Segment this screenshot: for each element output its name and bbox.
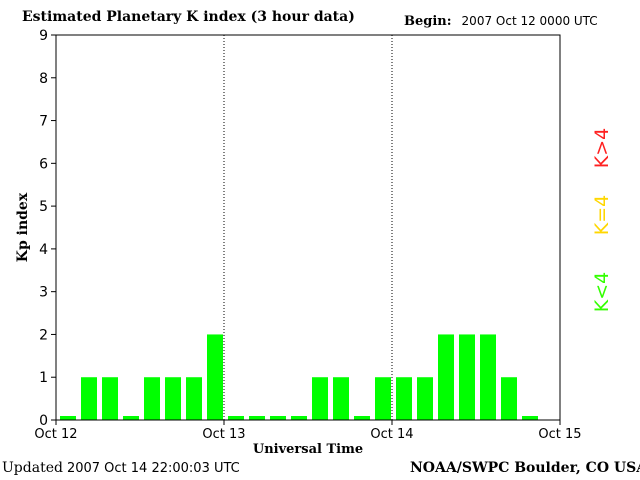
kp-bar — [312, 377, 328, 420]
x-axis-label: Universal Time — [253, 442, 363, 457]
y-tick-label: 8 — [39, 71, 48, 87]
chart-title: Estimated Planetary K index (3 hour data… — [22, 9, 355, 25]
y-tick-label: 5 — [39, 199, 48, 215]
x-tick-label: Oct 13 — [202, 427, 245, 442]
kp-bar — [123, 416, 139, 420]
y-tick-label: 7 — [39, 114, 48, 130]
begin-value: 2007 Oct 12 0000 UTC — [461, 14, 598, 28]
kp-bar — [375, 377, 391, 420]
kp-bar — [354, 416, 370, 420]
kp-bar — [60, 416, 76, 420]
kp-bar — [333, 377, 349, 420]
y-tick-label: 0 — [39, 413, 48, 429]
legend-item: K<4 — [591, 272, 613, 312]
kp-bar — [396, 377, 412, 420]
begin-label: Begin: — [404, 14, 452, 29]
y-tick-label: 9 — [39, 28, 48, 44]
updated-value: 2007 Oct 14 22:00:03 UTC — [66, 461, 240, 476]
kp-bar — [144, 377, 160, 420]
y-tick-label: 3 — [39, 285, 48, 301]
x-tick-label: Oct 14 — [370, 427, 413, 442]
legend-item: K>4 — [591, 128, 613, 168]
kp-bar — [207, 334, 223, 420]
updated-timestamp: Updated 2007 Oct 14 22:00:03 UTC — [2, 460, 240, 476]
kp-bar — [165, 377, 181, 420]
kp-bar — [291, 416, 307, 420]
kp-bar — [228, 416, 244, 420]
x-axis: Oct 12 Oct 13 Oct 14 Oct 15 — [34, 35, 582, 442]
data-source: NOAA/SWPC Boulder, CO USA — [410, 460, 640, 476]
kp-bar — [417, 377, 433, 420]
kp-bar — [459, 334, 475, 420]
kp-bar — [501, 377, 517, 420]
kp-bar — [102, 377, 118, 420]
kp-bar — [249, 416, 265, 420]
kp-bar — [480, 334, 496, 420]
y-tick-label: 2 — [39, 327, 48, 343]
bars — [60, 334, 538, 420]
x-tick-label: Oct 12 — [34, 427, 77, 442]
legend: K>4 K=4 K<4 — [591, 128, 613, 312]
kp-bar — [81, 377, 97, 420]
kp-bar — [522, 416, 538, 420]
updated-label: Updated — [2, 460, 63, 476]
plot-frame — [55, 34, 561, 421]
begin-time: Begin: 2007 Oct 12 0000 UTC — [404, 14, 598, 29]
legend-item: K=4 — [591, 195, 613, 235]
y-axis: 0 1 2 3 4 5 6 7 8 9 — [39, 28, 56, 429]
kp-bar — [438, 334, 454, 420]
y-tick-label: 6 — [39, 156, 48, 172]
y-tick-label: 4 — [39, 242, 48, 258]
x-tick-label: Oct 15 — [538, 427, 581, 442]
y-tick-label: 1 — [39, 370, 48, 386]
y-axis-label: Kp index — [15, 192, 31, 262]
kp-bar — [186, 377, 202, 420]
kp-bar — [270, 416, 286, 420]
kp-chart: 0 1 2 3 4 5 6 7 8 9 Oct 12 Oct 13 Oct 14 Oct 15 Kp i… — [15, 28, 613, 457]
